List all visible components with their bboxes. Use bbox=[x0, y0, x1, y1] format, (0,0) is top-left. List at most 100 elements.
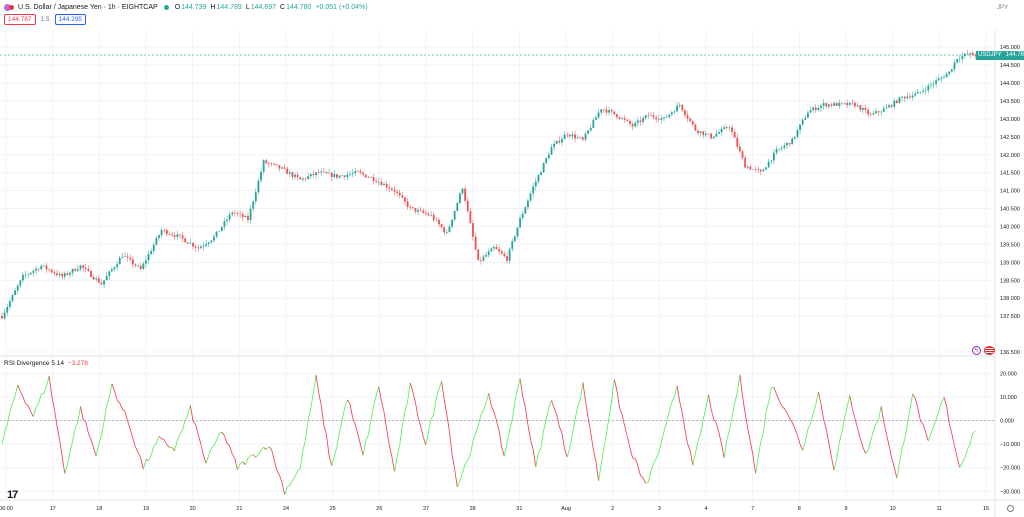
candle bbox=[458, 192, 461, 205]
rsi-segment bbox=[485, 393, 490, 404]
candle bbox=[291, 170, 294, 180]
candle bbox=[84, 263, 87, 273]
tradingview-logo[interactable]: 17 bbox=[7, 489, 18, 501]
rsi-segment bbox=[114, 391, 118, 401]
candle-body bbox=[851, 102, 854, 104]
rsi-segment bbox=[781, 405, 785, 409]
candle-body bbox=[506, 256, 508, 261]
rsi-segment bbox=[844, 406, 848, 418]
candle bbox=[906, 92, 909, 100]
candle bbox=[699, 131, 702, 138]
candle-body bbox=[838, 102, 841, 106]
candle bbox=[197, 244, 200, 252]
candle bbox=[718, 129, 720, 135]
candle-body bbox=[657, 119, 660, 120]
time-tick-label: 8 bbox=[798, 506, 801, 512]
candle bbox=[869, 112, 872, 118]
indicator-legend[interactable]: RSI Divergence 5 14 −3.278 bbox=[4, 360, 88, 367]
candle bbox=[804, 115, 807, 121]
symbol-title[interactable]: U.S. Dollar / Japanese Yen · 1h · EIGHTC… bbox=[18, 4, 158, 11]
candle-body bbox=[919, 91, 922, 93]
candle bbox=[1, 312, 3, 320]
candle bbox=[581, 135, 584, 142]
candle bbox=[524, 205, 527, 215]
buy-button[interactable]: 144.295 bbox=[54, 14, 87, 25]
rsi-segment bbox=[25, 403, 29, 407]
candle bbox=[566, 132, 569, 139]
rsi-segment bbox=[765, 401, 770, 413]
candle-body bbox=[639, 120, 642, 122]
rsi-segment bbox=[954, 445, 958, 458]
sell-button[interactable]: 144.787 bbox=[4, 14, 36, 25]
candle bbox=[595, 115, 597, 120]
candle bbox=[142, 261, 145, 270]
candle bbox=[372, 173, 375, 185]
candle bbox=[456, 201, 459, 212]
rsi-segment bbox=[396, 444, 401, 458]
candle bbox=[576, 134, 579, 139]
candle-body bbox=[343, 175, 346, 177]
rsi-segment bbox=[56, 425, 60, 440]
candle-body bbox=[574, 134, 576, 139]
candle-body bbox=[487, 251, 490, 256]
candle-body bbox=[11, 295, 14, 302]
candle bbox=[592, 117, 595, 129]
candle-body bbox=[239, 213, 242, 215]
candle bbox=[56, 269, 58, 278]
candle-body bbox=[66, 273, 69, 275]
rsi-segment bbox=[933, 419, 937, 428]
candle-body bbox=[244, 216, 247, 218]
rsi-segment bbox=[221, 431, 225, 436]
candle-body bbox=[6, 307, 9, 313]
rsi-segment bbox=[569, 434, 573, 448]
candle-body bbox=[691, 121, 694, 125]
grid-lines bbox=[0, 30, 995, 500]
candle bbox=[856, 102, 859, 108]
candle bbox=[110, 266, 113, 273]
us-flag-icon[interactable] bbox=[984, 346, 995, 355]
price-tick-label: 145.000 bbox=[1000, 45, 1020, 51]
candle bbox=[506, 252, 508, 264]
candle-body bbox=[961, 55, 964, 59]
candle bbox=[249, 204, 252, 224]
candle-body bbox=[890, 105, 893, 107]
candle-body bbox=[895, 100, 898, 103]
candle-body bbox=[723, 127, 726, 129]
candle-body bbox=[893, 100, 896, 107]
candle bbox=[744, 155, 747, 168]
candle-body bbox=[45, 265, 48, 270]
candle-body bbox=[511, 241, 514, 249]
rsi-segment bbox=[967, 443, 971, 450]
bolt-icon[interactable]: ϟ bbox=[972, 346, 981, 355]
rsi-segment bbox=[668, 401, 673, 413]
price-axis[interactable]: 145.000 144.500 144.000 143.500 143.000 142.5… bbox=[1000, 45, 1020, 356]
gear-icon[interactable] bbox=[1007, 505, 1014, 512]
candle-body bbox=[830, 104, 833, 106]
candle-body bbox=[346, 174, 349, 177]
candle bbox=[762, 168, 765, 172]
candle bbox=[474, 232, 477, 251]
candle-body bbox=[189, 242, 192, 244]
candle bbox=[731, 124, 733, 136]
candle-body bbox=[948, 71, 951, 74]
candle bbox=[48, 268, 51, 272]
indicator-name[interactable]: RSI Divergence 5 14 bbox=[4, 360, 64, 367]
rsi-segment bbox=[867, 440, 872, 451]
rsi-segment bbox=[823, 419, 827, 430]
candle-body bbox=[215, 231, 218, 237]
candle-body bbox=[953, 62, 956, 70]
indicator-axis[interactable]: 20.000 10.000 0.000 −10.000 −20.000 −30.000 bbox=[1000, 371, 1020, 495]
candle-body bbox=[482, 256, 485, 261]
time-axis[interactable]: 06:00 17 18 19 20 21 24 25 26 27 28 31 Aug 2 3 4 7 8 9 10 11… bbox=[0, 506, 989, 512]
rsi-segment bbox=[226, 443, 230, 447]
rsi-segment bbox=[799, 444, 804, 451]
candle-body bbox=[322, 171, 325, 173]
candle bbox=[37, 267, 40, 272]
candle bbox=[296, 171, 299, 181]
candle-body bbox=[971, 52, 974, 56]
rsi-segment bbox=[598, 464, 602, 482]
candle-body bbox=[236, 213, 239, 214]
candle bbox=[749, 164, 752, 171]
currency-label[interactable]: JPY bbox=[996, 5, 1008, 11]
